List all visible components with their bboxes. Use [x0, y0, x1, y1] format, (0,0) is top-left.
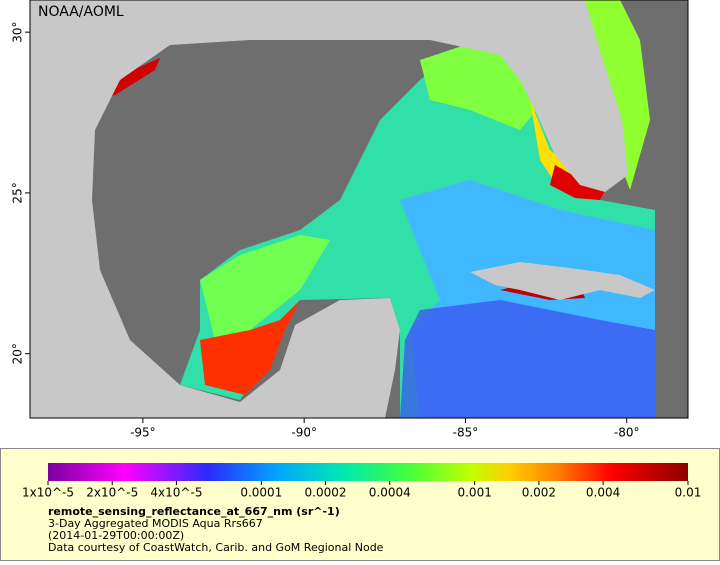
colorbar-title: remote_sensing_reflectance_at_667_nm (sr… [48, 505, 340, 518]
colorbar-tick-label: 0.0004 [369, 486, 411, 500]
land [470, 262, 655, 300]
colorbar-tick-label: 0.0001 [240, 486, 282, 500]
data-patch [400, 300, 655, 418]
y-tick-label: 20° [11, 343, 25, 364]
colorbar-tick-label: 0.004 [586, 486, 620, 500]
map-frame [29, 0, 689, 419]
colorbar [48, 463, 688, 481]
colorbar-tick-label: 0.002 [522, 486, 556, 500]
map: NOAA/AOML [30, 0, 688, 418]
note: Data courtesy of CoastWatch, Carib. and … [48, 541, 384, 554]
colorbar-tick-label: 0.0002 [305, 486, 347, 500]
x-tick-label: -95° [130, 426, 156, 440]
credit: NOAA/AOML [38, 4, 124, 20]
data-patch [550, 165, 605, 200]
y-tick-label: 25° [11, 182, 25, 203]
note: 3-Day Aggregated MODIS Aqua Rrs667 [48, 517, 263, 530]
colorbar-tick-label: 0.01 [675, 486, 702, 500]
colorbar-tick-label: 2x10^-5 [86, 486, 138, 500]
colorbar-tick-label: 4x10^-5 [150, 486, 202, 500]
colorbar-tick-label: 1x10^-5 [22, 486, 74, 500]
data-patch [200, 235, 330, 340]
x-tick-label: -90° [291, 426, 317, 440]
x-tick-label: -80° [614, 426, 640, 440]
colorbar-tick-label: 0.001 [457, 486, 491, 500]
data-patch [530, 100, 610, 200]
no-data [655, 0, 688, 418]
note: (2014-01-29T00:00:00Z) [48, 529, 184, 542]
x-tick-label: -85° [453, 426, 479, 440]
y-tick-label: 30° [11, 22, 25, 43]
data-patch [200, 300, 300, 395]
land [30, 0, 628, 418]
credit-bg [32, 2, 120, 22]
